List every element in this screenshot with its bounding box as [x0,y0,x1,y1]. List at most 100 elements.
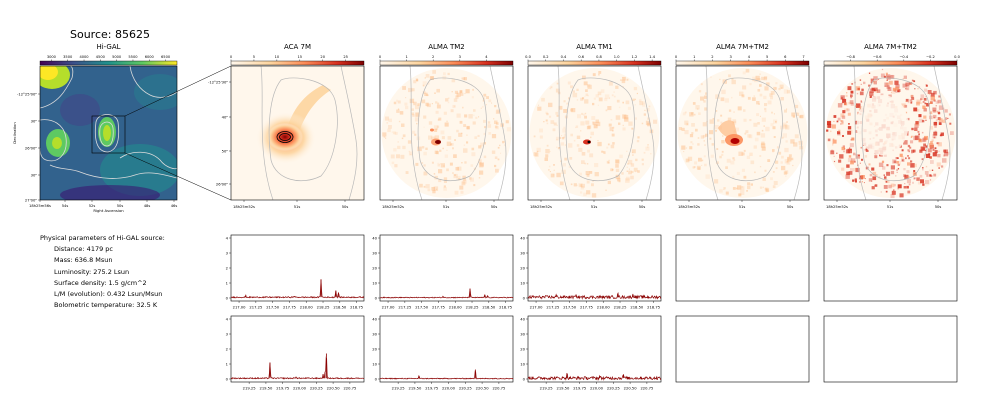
noise-speck [890,170,895,175]
noise-speck [928,169,931,172]
noise-speck [895,88,900,93]
noise-speck [550,173,555,178]
noise-speck [641,122,644,125]
colorbar-tick-label: 2 [711,55,713,59]
noise-speck [934,147,937,150]
noise-speck [610,168,614,172]
noise-speck [447,101,450,104]
noise-speck [926,174,929,177]
noise-speck [483,132,486,136]
higal-frame [39,65,178,201]
spectrum-ytick-label: 2 [226,266,228,270]
spectrum-xtick-label: 218.75 [647,306,661,310]
noise-speck [683,151,685,153]
colorbar-tick-label: 4 [748,55,751,59]
noise-speck [878,176,881,179]
noise-speck [775,120,777,123]
higal-title: Hi-GAL [96,43,120,51]
noise-speck [405,105,409,110]
noise-speck [767,100,772,105]
noise-speck [604,97,608,102]
noise-speck [868,72,871,74]
noise-speck [494,120,498,124]
noise-speck [463,178,466,181]
noise-speck [910,140,914,144]
noise-speck [535,153,539,157]
spectrum-xtick-label: 220.50 [476,387,490,391]
noise-speck [685,122,689,126]
contour-line [409,66,423,200]
noise-speck [585,89,588,92]
spectrum-xtick-label: 220.25 [459,387,473,391]
noise-speck [853,152,856,156]
noise-speck [725,192,729,196]
noise-speck [462,175,466,180]
noise-speck [841,102,844,105]
noise-speck [480,107,482,109]
noise-speck [461,181,466,186]
noise-speck [859,162,861,164]
noise-speck [936,111,938,113]
noise-speck [792,164,794,167]
spectrum-xtick-label: 218.50 [333,306,347,310]
noise-speck [827,124,832,128]
noise-speck [484,126,486,129]
noise-speck [763,125,765,127]
noise-speck [764,169,767,172]
noise-speck [944,149,948,154]
noise-speck [564,157,568,161]
noise-speck [408,87,413,93]
spectrum-aca-lower: 219.25 219.50 219.75 220.00 220.25 220.50 220.… [226,315,365,391]
noise-speck [678,127,682,131]
noise-speck [897,184,902,189]
noise-speck [740,186,745,191]
noise-speck [479,162,482,165]
noise-speck [692,143,694,145]
noise-speck [550,86,553,89]
alma-7m-tm2-residual-map [824,66,957,200]
noise-speck [719,155,722,159]
noise-speck [462,77,466,80]
noise-speck [935,119,938,122]
map-xtick-label: 51s [443,205,450,209]
noise-speck [903,168,906,171]
noise-speck [434,175,438,180]
noise-speck [417,103,420,106]
noise-speck [571,108,576,113]
spectrum-xtick-label: 217.25 [249,306,263,310]
noise-speck [848,129,853,134]
noise-speck [459,185,464,190]
noise-speck [871,186,875,190]
alma-7m-tm2-residual-colorbar-bar [823,60,958,66]
noise-speck [591,116,596,120]
noise-speck [597,91,602,96]
noise-speck [702,122,707,127]
noise-speck [848,171,853,175]
alma-7m-tm2-residual-title: ALMA 7M+TM2 [864,43,917,51]
noise-speck [860,100,862,102]
noise-speck [899,153,903,157]
noise-speck [937,154,941,158]
noise-speck [878,162,884,167]
noise-speck [423,151,427,156]
noise-speck [891,89,896,94]
noise-speck [626,78,629,81]
tm1-peak [587,140,591,144]
noise-speck [443,177,448,181]
noise-speck [778,151,782,155]
noise-speck [416,79,419,82]
noise-speck [915,121,919,125]
noise-speck [471,152,476,157]
noise-speck [454,90,458,94]
noise-speck [637,170,640,173]
noise-speck [592,102,595,106]
noise-speck [632,98,635,102]
alma-tm2-title: ALMA TM2 [428,43,465,51]
noise-speck [438,169,443,174]
noise-speck [463,77,467,81]
noise-speck [918,138,922,143]
noise-speck [457,166,462,171]
higal-dark-patch [60,94,100,126]
noise-speck [615,174,621,180]
